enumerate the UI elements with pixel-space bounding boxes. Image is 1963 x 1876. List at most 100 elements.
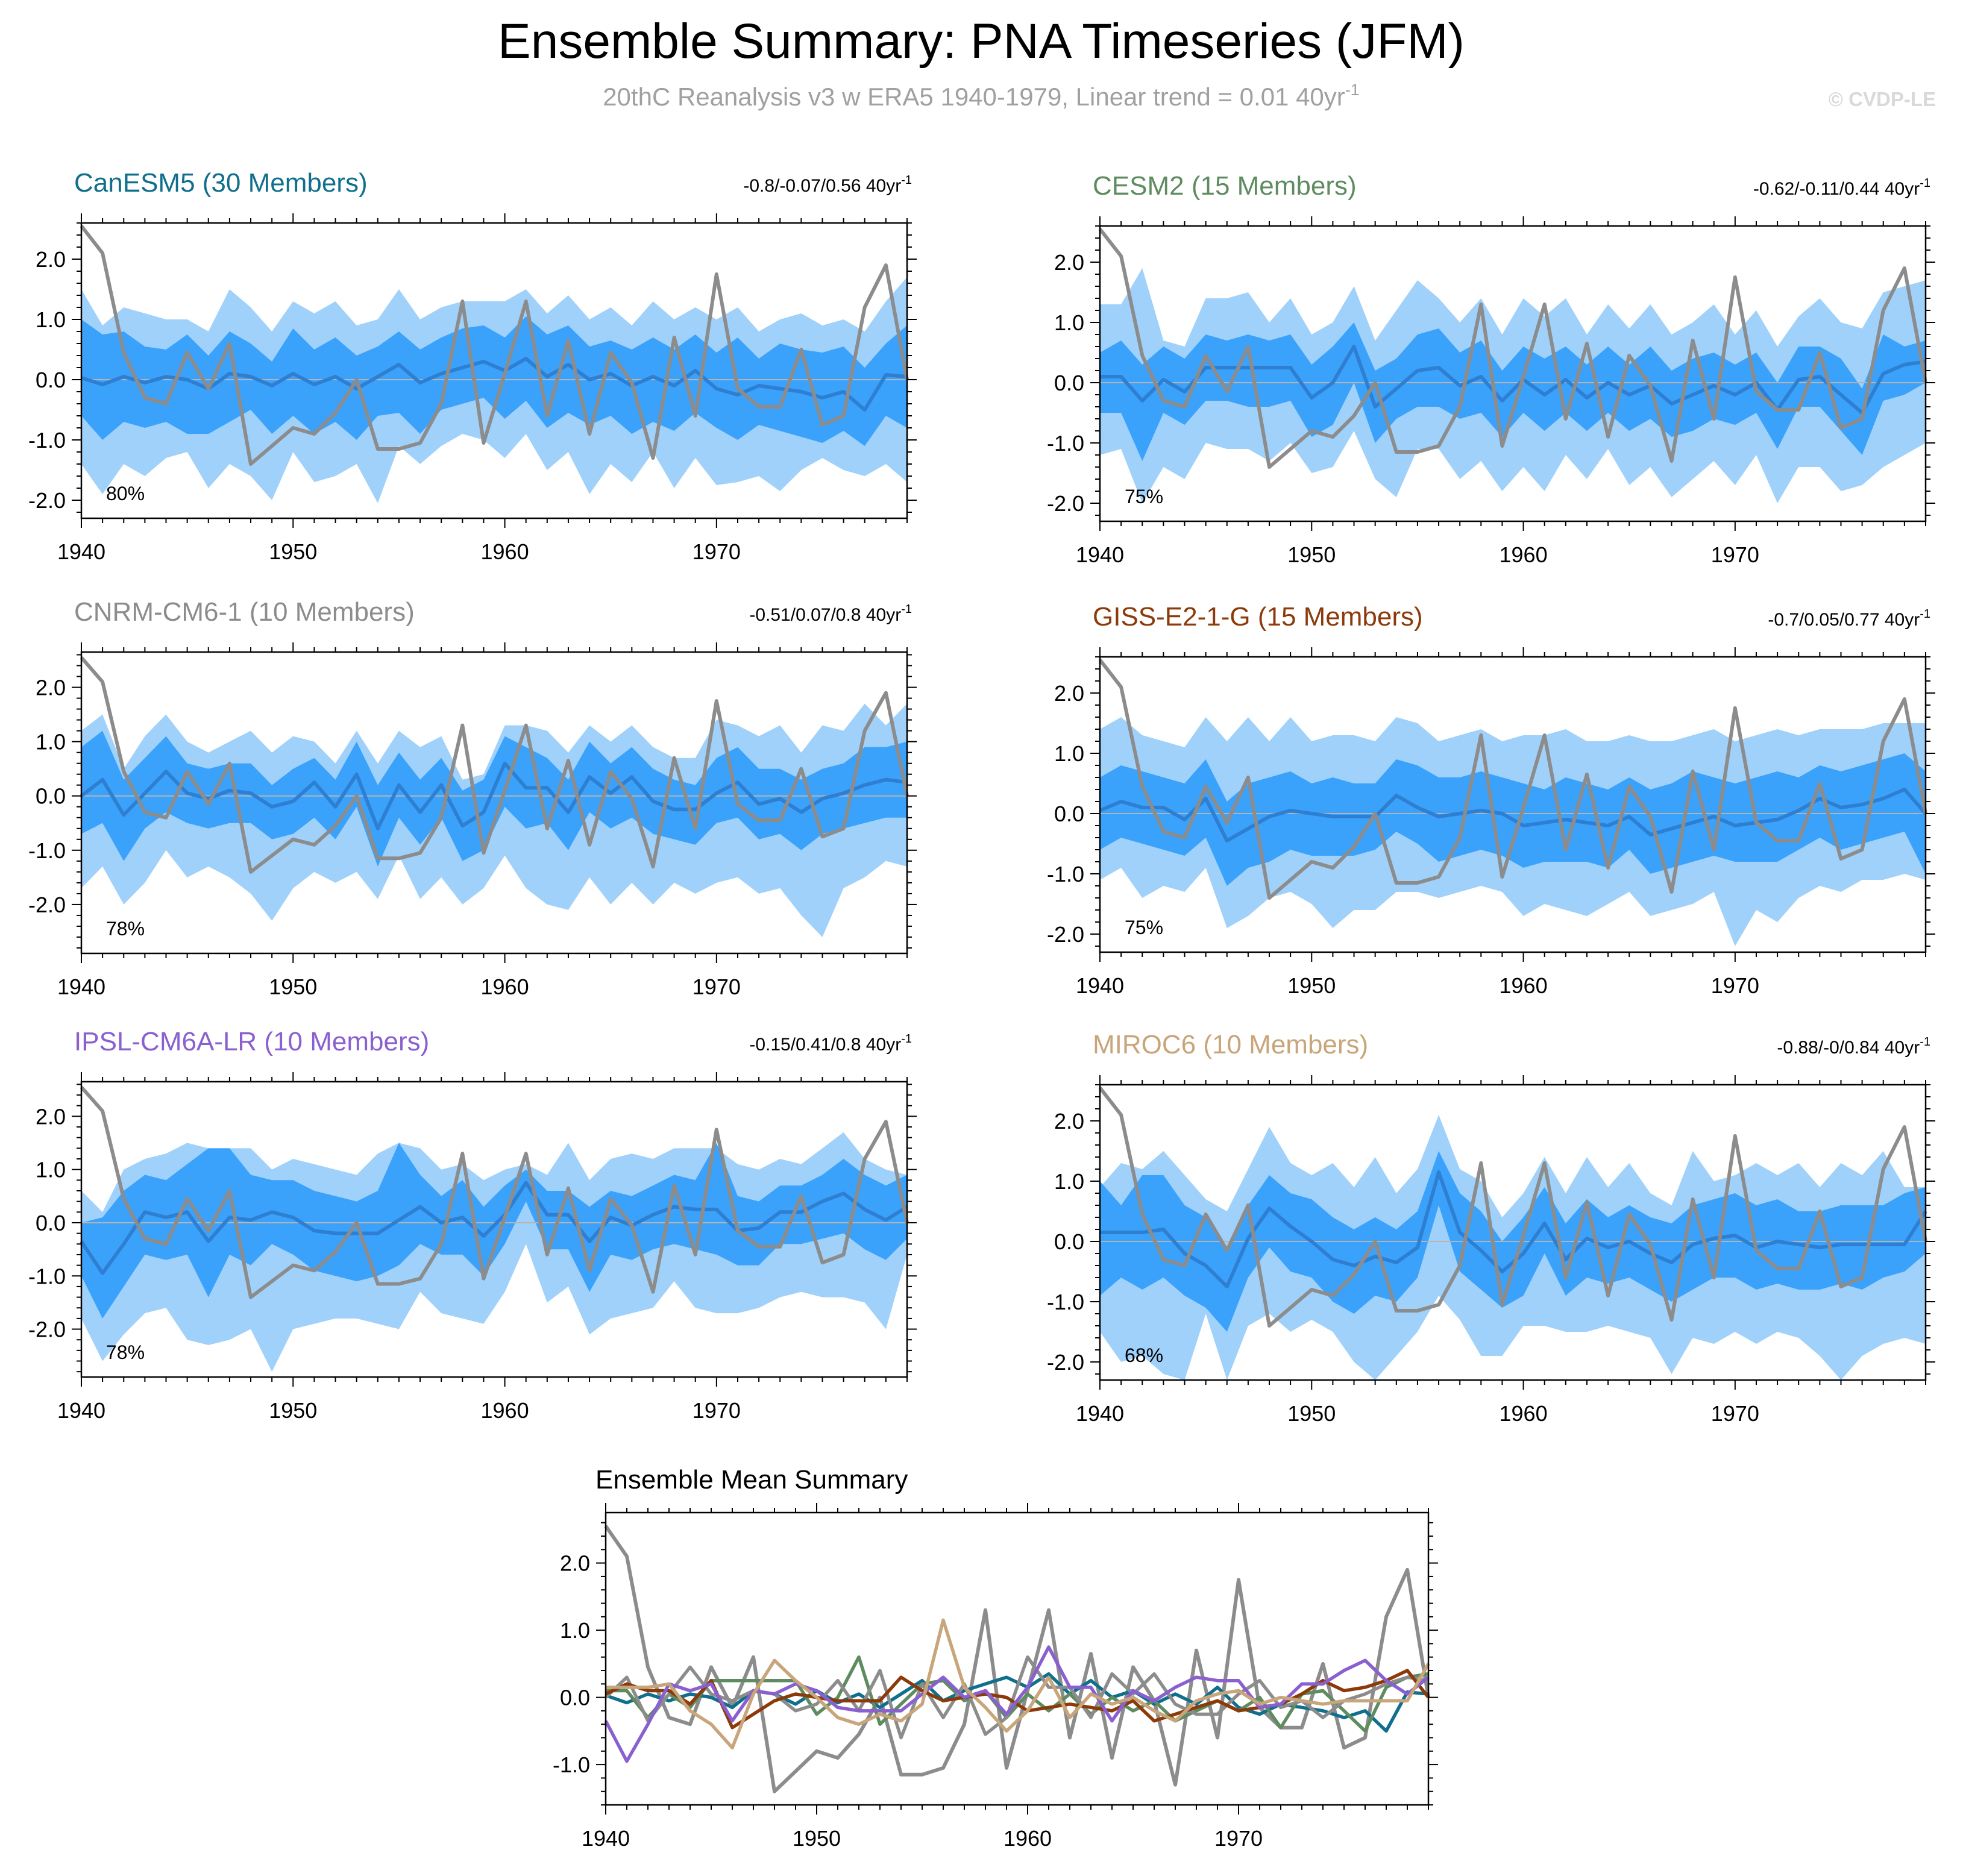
panel-6-y-tick-label: 2.0 xyxy=(1054,1109,1084,1134)
summary-series-line-3 xyxy=(605,1655,1429,1740)
panel-1: 1940 1950 1960 1970 -2.0 -1.0 0.0 1.0 2.0 80% CanE… xyxy=(28,168,917,564)
panel-2-x-tick-label: 1940 xyxy=(1076,542,1124,567)
panel-4-ensemble-mean-line xyxy=(1099,788,1927,842)
panel-3-x-tick-label: 1940 xyxy=(57,974,105,999)
panel-3-observed-line xyxy=(80,656,909,874)
panel-2-x-tick-label: 1960 xyxy=(1500,542,1548,567)
panel-6-x-tick-label: 1940 xyxy=(1076,1401,1124,1426)
panel-3-trend-label: -0.51/0.07/0.8 40yr-1 xyxy=(749,603,912,625)
panel-2-trend-value: -0.62/-0.11/0.44 40yr xyxy=(1753,179,1920,199)
panel-3-ensemble-mean-line xyxy=(80,761,908,830)
panel-4: 1940 1950 1960 1970 -2.0 -1.0 0.0 1.0 2.0 75% GISS… xyxy=(1047,602,1935,998)
panel-2-x-tick-label: 1950 xyxy=(1287,542,1336,567)
panel-1-percent-label: 80% xyxy=(106,483,145,504)
summary-y-tick-label: 2.0 xyxy=(560,1551,590,1576)
panel-4-y-tick-label: 0.0 xyxy=(1054,802,1084,826)
panel-2-observed-line xyxy=(1098,228,1927,469)
panel-4-y-tick-label: 1.0 xyxy=(1054,741,1084,766)
panel-5-y-tick-label: 1.0 xyxy=(36,1158,66,1182)
panel-1-y-tick-label: 2.0 xyxy=(36,247,66,272)
panel-5-inner-spread-band xyxy=(81,1143,907,1319)
panel-2-y-tick-label: -1.0 xyxy=(1047,431,1084,456)
panel-5-percent-label: 78% xyxy=(106,1341,145,1363)
panel-4-y-tick-label: 2.0 xyxy=(1054,681,1084,706)
panel-4-trend-value: -0.7/0.05/0.77 40yr xyxy=(1768,610,1920,630)
panel-2-y-tick-label: -2.0 xyxy=(1047,491,1084,516)
panel-1-ensemble-mean-line xyxy=(81,357,908,412)
panel-4-percent-label: 75% xyxy=(1125,917,1163,938)
panel-4-y-tick-label: -1.0 xyxy=(1047,862,1084,886)
panel-3-plot-frame xyxy=(80,651,908,955)
ensemble-mean-summary-panel: 1940 1950 1960 1970 -1.0 0.0 1.0 2.0 Ensemble Me… xyxy=(553,1465,1438,1851)
summary-series-line-5 xyxy=(604,1645,1430,1763)
panel-2-trend-unit-sup: -1 xyxy=(1920,177,1930,190)
panel-2-y-tick-label: 0.0 xyxy=(1054,371,1084,395)
summary-x-tick-label: 1940 xyxy=(582,1826,630,1851)
panel-1-y-tick-label: 1.0 xyxy=(36,307,66,332)
panel-4-x-tick-label: 1970 xyxy=(1711,973,1759,998)
panel-6-y-tick-label: -1.0 xyxy=(1047,1290,1084,1314)
summary-y-tick-label: 1.0 xyxy=(560,1618,590,1643)
panel-2-model-title: CESM2 (15 Members) xyxy=(1093,171,1357,201)
panel-1-observed-line xyxy=(80,225,909,466)
panel-4-model-title: GISS-E2-1-G (15 Members) xyxy=(1093,602,1423,632)
panel-6-model-title: MIROC6 (10 Members) xyxy=(1093,1030,1368,1059)
panel-4-observed-line xyxy=(1098,659,1927,900)
panel-1-x-tick-label: 1940 xyxy=(57,539,105,564)
panel-1-plot-frame xyxy=(80,222,908,519)
panel-5-y-tick-label: 0.0 xyxy=(36,1211,66,1235)
panel-6-percent-label: 68% xyxy=(1125,1344,1163,1366)
panel-2-x-tick-label: 1970 xyxy=(1711,542,1759,567)
summary-series-line-6 xyxy=(606,1618,1430,1749)
panel-3-y-tick-label: -1.0 xyxy=(28,838,66,863)
panel-3: 1940 1950 1960 1970 -2.0 -1.0 0.0 1.0 2.0 78% CNRM… xyxy=(28,597,917,999)
panel-5-model-title: IPSL-CM6A-LR (10 Members) xyxy=(74,1027,429,1056)
panel-6-y-tick-label: -2.0 xyxy=(1047,1350,1084,1375)
panel-1-y-tick-label: -1.0 xyxy=(28,428,66,453)
panel-1-model-title: CanESM5 (30 Members) xyxy=(74,168,368,198)
panel-6: 1940 1950 1960 1970 -2.0 -1.0 0.0 1.0 2.0 68% MIRO… xyxy=(1047,1030,1935,1426)
panel-5-y-tick-label: 2.0 xyxy=(36,1104,66,1129)
panel-1-inner-spread-band xyxy=(81,316,907,446)
summary-x-tick-label: 1960 xyxy=(1003,1826,1052,1851)
panel-1-trend-value: -0.8/-0.07/0.56 40yr xyxy=(743,176,901,196)
panel-6-trend-value: -0.88/-0/0.84 40yr xyxy=(1777,1038,1920,1058)
panel-5-plot-frame xyxy=(80,1081,908,1378)
panel-1-y-tick-label: 0.0 xyxy=(36,368,66,392)
panel-5-x-tick-label: 1950 xyxy=(269,1398,317,1423)
panel-2: 1940 1950 1960 1970 -2.0 -1.0 0.0 1.0 2.0 75% CESM… xyxy=(1047,171,1935,567)
panel-1-trend-label: -0.8/-0.07/0.56 40yr-1 xyxy=(743,174,912,196)
panel-4-x-tick-label: 1960 xyxy=(1500,973,1548,998)
panel-5-trend-unit-sup: -1 xyxy=(901,1032,912,1046)
panel-6-x-tick-label: 1950 xyxy=(1287,1401,1336,1426)
panel-3-model-title: CNRM-CM6-1 (10 Members) xyxy=(74,597,415,627)
panel-2-percent-label: 75% xyxy=(1125,486,1163,507)
panel-1-trend-unit-sup: -1 xyxy=(901,174,912,187)
summary-x-tick-label: 1950 xyxy=(793,1826,841,1851)
panel-5-y-tick-label: -2.0 xyxy=(28,1317,66,1342)
panel-4-y-tick-label: -2.0 xyxy=(1047,922,1084,947)
panel-4-plot-frame xyxy=(1099,656,1927,953)
panel-5-y-tick-label: -1.0 xyxy=(28,1264,66,1288)
panel-1-y-tick-label: -2.0 xyxy=(28,488,66,513)
panel-3-trend-value: -0.51/0.07/0.8 40yr xyxy=(749,605,901,625)
panel-5-x-tick-label: 1940 xyxy=(57,1398,105,1423)
panel-grid: 1940 1950 1960 1970 -2.0 -1.0 0.0 1.0 2.0 80% CanE… xyxy=(28,168,1935,1426)
panel-6-x-tick-label: 1970 xyxy=(1711,1401,1759,1426)
panel-3-trend-unit-sup: -1 xyxy=(901,603,912,616)
summary-plot-frame xyxy=(605,1511,1430,1806)
panel-2-y-tick-label: 1.0 xyxy=(1054,310,1084,335)
panel-6-observed-line xyxy=(1098,1087,1927,1328)
figure-subtitle: 20thC Reanalysis v3 w ERA5 1940-1979, Li… xyxy=(603,81,1360,111)
panel-1-x-tick-label: 1960 xyxy=(481,539,529,564)
panel-4-x-tick-label: 1950 xyxy=(1287,973,1336,998)
figure-title: Ensemble Summary: PNA Timeseries (JFM) xyxy=(498,14,1465,69)
panel-6-x-tick-label: 1960 xyxy=(1500,1401,1548,1426)
panel-3-inner-spread-band xyxy=(81,730,907,867)
panel-6-y-tick-label: 0.0 xyxy=(1054,1229,1084,1254)
panel-3-y-tick-label: 0.0 xyxy=(36,784,66,809)
panel-3-x-tick-label: 1960 xyxy=(481,974,529,999)
panel-3-y-tick-label: 2.0 xyxy=(36,676,66,700)
panel-2-plot-frame xyxy=(1099,225,1927,522)
